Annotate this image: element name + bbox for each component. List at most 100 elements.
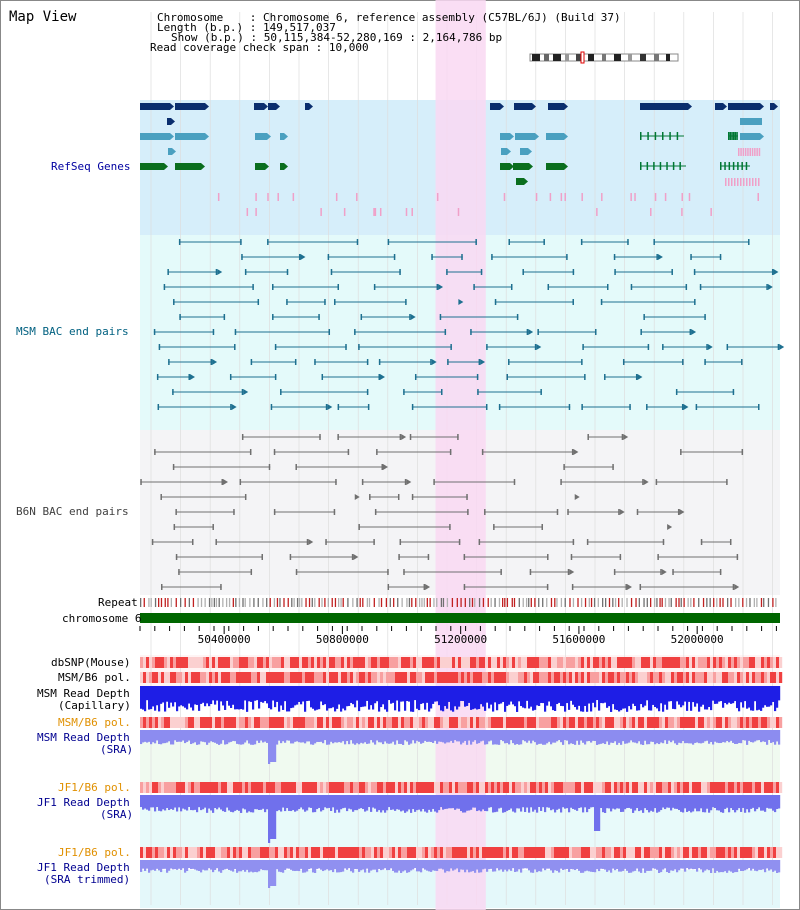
msm-b6-pol-band [707,672,711,683]
jf1-trim-depth-bar [546,860,549,869]
track-label-b6n-bac[interactable]: B6N BAC end pairs [16,505,129,518]
msm-sra-depth-bar [454,730,457,741]
msm-bac-pair-end [173,299,175,305]
jf1-sra-depth-bar [546,795,549,808]
jf1-sra-depth-bar [300,795,303,808]
dbsnp-band [605,657,609,668]
jf1-sra-depth-bar [694,795,697,809]
msm-sra-depth-bar [480,730,483,742]
jf1-trim-depth-bar [346,860,349,870]
jf1-trim-depth-bar [254,860,257,872]
msm-b6-pol-band-2 [446,717,450,728]
msm-bac-pair-end [409,314,411,320]
track-label-msm-b6-pol-1[interactable]: MSM/B6 pol. [58,671,131,684]
dbsnp-band [539,657,543,668]
msm-sra-depth-bar [576,730,579,741]
msm-b6-pol-band-2 [422,717,426,728]
msm-capillary-depth-bar [370,686,373,706]
repeat-element [614,598,617,607]
jf1-sra-depth-bar [166,795,169,808]
jf1-trim-depth-bar [708,860,711,871]
jf1-b6-pol-band [383,782,387,793]
jf1-trim-depth-bar [620,860,623,872]
track-label-msm-b6-pol-2[interactable]: MSM/B6 pol. [58,716,131,729]
jf1-sra-depth-bar [650,795,653,811]
msm-capillary-depth-bar [560,686,563,706]
jf1-trim-depth-bar [642,860,645,869]
msm-b6-pol-band [332,672,336,683]
track-label-repeat[interactable]: Repeat [98,596,138,609]
msm-sra-depth-bar [646,730,649,745]
msm-b6-pol-band-2 [314,717,318,728]
repeat-element [321,598,323,607]
jf1-b6-pol-band [278,782,282,793]
jf1-sra-depth-bar [234,795,237,811]
jf1-sra-depth-bar [466,795,469,811]
msm-sra-depth-bar [294,730,297,742]
track-label-dbsnp[interactable]: dbSNP(Mouse) [51,656,131,669]
repeat-element [511,598,513,607]
axis-tick-label: 50400000 [197,633,251,646]
track-label-msm-read-depth-sra[interactable]: MSM Read Depth [37,731,130,744]
jf1-b6-pol-band-2 [536,847,540,858]
refseq-gene-arrow [205,133,209,140]
jf1-sra-depth-bar [588,795,591,809]
msm-b6-pol-band [143,672,147,683]
track-label-chromosome[interactable]: chromosome 6 [62,612,142,625]
axis-tick-label: 51600000 [552,633,606,646]
jf1-trim-depth-bar [166,860,169,873]
msm-b6-pol-band [683,672,687,683]
msm-sra-depth-bar [326,730,329,745]
msm-capillary-depth-bar [626,686,629,712]
dbsnp-band [755,657,759,668]
msm-sra-depth-bar [290,730,293,744]
track-label-refseq-genes[interactable]: RefSeq Genes [51,160,131,173]
msm-b6-pol-band-2 [344,717,348,728]
msm-b6-pol-band-2 [398,717,402,728]
msm-sra-depth-bar [264,730,267,742]
dbsnp-band [581,657,585,668]
dbsnp-band [425,657,429,668]
msm-b6-pol-band [218,672,222,683]
msm-b6-pol-band [203,672,207,683]
jf1-trim-depth-bar [314,860,317,873]
dbsnp-band [542,657,546,668]
refseq-pseudo [255,208,257,216]
refseq-exon [646,162,649,170]
jf1-trim-depth-bar [418,860,421,872]
msm-b6-pol-band [278,672,282,683]
b6n-bac-pair-end [736,554,739,560]
msm-b6-pol-band-2 [371,717,375,728]
track-label-jf1-read-depth-trimmed[interactable]: JF1 Read Depth [37,861,130,874]
jf1-sra-depth-bar [410,795,413,813]
jf1-b6-pol-band-2 [434,847,438,858]
dbsnp-band [395,657,399,668]
msm-capillary-depth-bar [288,686,291,712]
msm-capillary-depth-bar [484,686,487,711]
msm-bac-pair-end [516,314,519,320]
msm-b6-pol-band-2 [197,717,201,728]
jf1-sra-depth-bar [460,795,463,812]
track-label-jf1-b6-pol-2[interactable]: JF1/B6 pol. [58,846,131,859]
refseq-gene-arrow [564,103,568,110]
b6n-bac-pair-end [397,494,400,500]
track-label-msm-bac[interactable]: MSM BAC end pairs [16,325,129,338]
jf1-b6-pol-band-2 [308,847,312,858]
track-label-jf1-b6-pol[interactable]: JF1/B6 pol. [58,781,131,794]
jf1-b6-pol-band [611,782,615,793]
msm-sra-depth-bar [562,730,565,745]
b6n-bac-pair-end [250,569,253,575]
msm-bac-pair-end [280,389,282,395]
jf1-b6-pol-band [686,782,690,793]
ideogram-band [588,54,594,61]
jf1-sra-depth-bar [406,795,409,812]
msm-sra-depth-bar [418,730,421,742]
jf1-b6-pol-band-2 [755,847,759,858]
track-label-msm-read-depth-capillary[interactable]: MSM Read Depth [37,687,130,700]
dbsnp-band [728,657,732,668]
msm-bac-pair-end [726,344,729,350]
track-label-jf1-read-depth-sra[interactable]: JF1 Read Depth [37,796,130,809]
msm-b6-pol-band [692,672,696,683]
msm-b6-pol-band-2 [140,717,144,728]
